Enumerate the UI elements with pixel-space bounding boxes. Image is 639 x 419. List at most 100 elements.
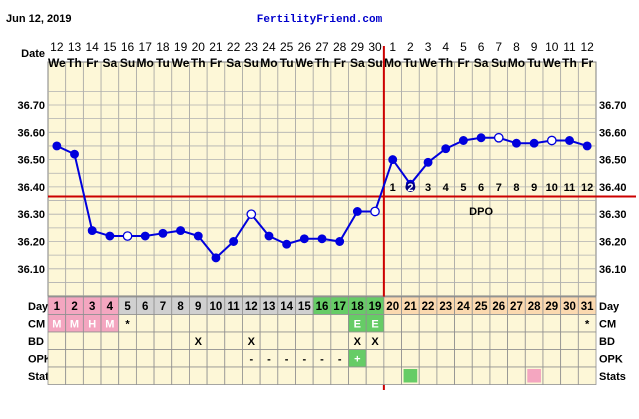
- date-tick: 12: [50, 40, 64, 54]
- row-cell-opk: [153, 349, 173, 368]
- weekday-tick: Mo: [384, 56, 401, 70]
- cell-day: 2: [71, 301, 77, 313]
- y-tick-right: 36.50: [599, 155, 627, 167]
- row-cell-stats: [118, 366, 137, 385]
- temperature-point: [229, 237, 239, 246]
- row-cell-cm: [401, 314, 420, 333]
- cell-cm: H: [88, 319, 96, 331]
- row-label-day-right: Day: [599, 301, 620, 313]
- row-cell-stats: [277, 366, 296, 385]
- dpo-number: 10: [546, 182, 558, 194]
- dpo-number: 6: [478, 182, 484, 194]
- row-cell-cm: [454, 314, 473, 333]
- row-cell-bd: [224, 331, 243, 350]
- dpo-number: 3: [425, 182, 431, 194]
- dpo-label: DPO: [469, 206, 493, 218]
- y-tick-left: 36.10: [17, 264, 45, 276]
- dpo-number: 1: [390, 182, 396, 194]
- temperature-point: [370, 206, 380, 217]
- row-cell-bd: [312, 331, 332, 350]
- row-cell-bd: [171, 331, 190, 350]
- weekday-tick: Su: [491, 56, 506, 70]
- row-cell-cm: [330, 314, 349, 333]
- site-title: FertilityFriend.com: [256, 14, 383, 26]
- cell-opk: -: [249, 354, 253, 366]
- date-tick: 28: [333, 40, 347, 54]
- cell-day: 29: [545, 301, 558, 313]
- temperature-point: [299, 234, 309, 244]
- stats-mark: [403, 369, 418, 383]
- weekday-tick: Su: [120, 56, 135, 70]
- cell-day: 11: [228, 301, 241, 313]
- cell-day: 19: [369, 301, 382, 313]
- weekday-tick: Tu: [527, 56, 541, 70]
- cell-day: 9: [195, 301, 201, 313]
- y-tick-right: 36.10: [599, 264, 627, 276]
- row-cell-bd: [330, 331, 349, 350]
- row-cell-opk: [171, 349, 190, 368]
- row-cell-bd: [383, 331, 402, 350]
- row-cell-stats: [259, 366, 279, 385]
- date-tick: 6: [478, 40, 485, 54]
- row-cell-bd: [542, 331, 562, 350]
- cell-day: 3: [89, 301, 95, 313]
- weekday-tick: Sa: [103, 56, 118, 70]
- temperature-point: [529, 138, 539, 148]
- row-cell-cm: [295, 314, 314, 333]
- row-cell-stats: [153, 366, 173, 385]
- row-cell-stats: [436, 366, 455, 385]
- cell-day: 5: [124, 301, 131, 313]
- cell-cm: E: [354, 319, 361, 331]
- weekday-tick: Mo: [260, 56, 277, 70]
- temperature-point: [52, 141, 62, 151]
- dpo-number: 8: [513, 182, 519, 194]
- row-cell-stats: [206, 366, 226, 385]
- cell-opk: +: [354, 354, 360, 366]
- row-cell-cm: [224, 314, 243, 333]
- row-cell-bd: [135, 331, 155, 350]
- row-cell-cm: [153, 314, 173, 333]
- dpo-number: 5: [460, 182, 466, 194]
- cell-day: 10: [210, 301, 223, 313]
- temperature-point: [282, 239, 292, 249]
- weekday-tick: Su: [367, 56, 382, 70]
- date-tick: 29: [351, 40, 365, 54]
- weekday-tick: Tu: [403, 56, 417, 70]
- date-tick: 19: [174, 40, 188, 54]
- row-cell-opk: [489, 349, 509, 368]
- row-cell-bd: [65, 331, 84, 350]
- weekday-tick: Fr: [457, 56, 469, 70]
- row-cell-opk: [418, 349, 438, 368]
- date-tick: 8: [513, 40, 520, 54]
- row-label-opk-right: OPK: [599, 354, 623, 366]
- row-cell-cm: [471, 314, 491, 333]
- row-cell-opk: [47, 349, 67, 368]
- row-cell-bd: [507, 331, 526, 350]
- y-tick-right: 36.30: [599, 209, 627, 221]
- row-cell-stats: [100, 366, 120, 385]
- date-tick: 24: [262, 40, 276, 54]
- row-cell-bd: [577, 331, 597, 350]
- date-tick: 7: [495, 40, 502, 54]
- date-tick: 18: [156, 40, 170, 54]
- date-tick: 3: [425, 40, 432, 54]
- row-cell-cm: [277, 314, 296, 333]
- row-cell-stats: [418, 366, 438, 385]
- cell-day: 24: [457, 301, 470, 313]
- row-cell-bd: [471, 331, 491, 350]
- date-tick: 26: [298, 40, 312, 54]
- cell-cm: *: [125, 319, 130, 331]
- row-cell-cm: [259, 314, 279, 333]
- cell-day: 31: [581, 301, 594, 313]
- temperature-point: [476, 133, 486, 143]
- row-cell-opk: [224, 349, 243, 368]
- row-label-bd-left: BD: [28, 336, 44, 348]
- cell-day: 7: [160, 301, 166, 313]
- row-cell-stats: [189, 366, 208, 385]
- cell-day: 14: [280, 301, 293, 313]
- row-label-bd-right: BD: [599, 336, 615, 348]
- row-cell-cm: [560, 314, 579, 333]
- y-tick-left: 36.40: [17, 182, 45, 194]
- temperature-point: [335, 237, 345, 246]
- weekday-tick: Fr: [210, 56, 222, 70]
